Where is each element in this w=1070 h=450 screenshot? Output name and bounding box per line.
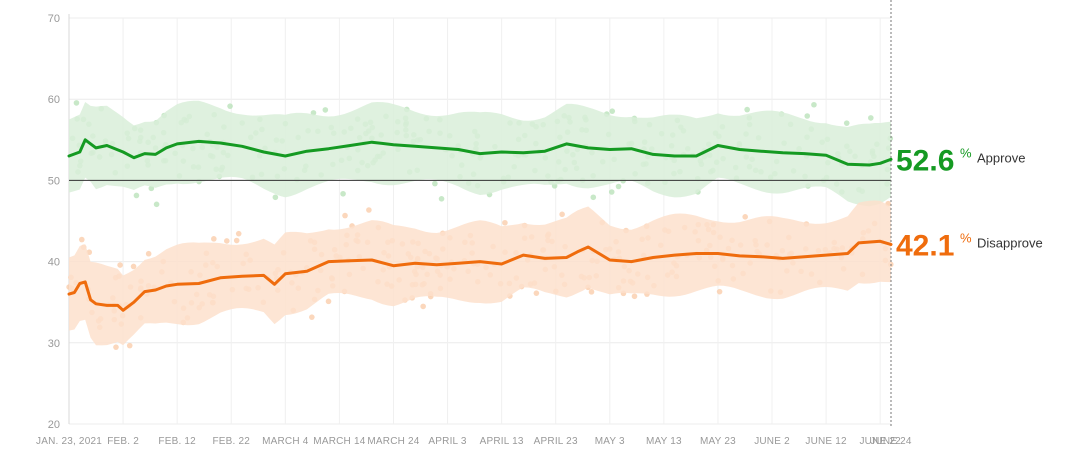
poll-dot <box>211 236 217 242</box>
approve-series-name: Approve <box>977 150 1025 165</box>
poll-dot <box>130 263 137 270</box>
poll-dot <box>117 262 123 268</box>
x-tick-label: MARCH 4 <box>262 436 309 447</box>
y-tick-label: 40 <box>48 257 60 269</box>
disapprove-series-name: Disapprove <box>977 236 1043 251</box>
uncertainty-bands <box>69 100 891 346</box>
approve-percent-sign: % <box>960 145 972 160</box>
poll-dot <box>340 190 346 197</box>
poll-dot <box>559 211 565 218</box>
poll-dot <box>438 196 445 202</box>
poll-dot <box>145 250 152 257</box>
y-tick-label: 50 <box>48 175 60 187</box>
poll-dot <box>78 236 85 243</box>
disapprove-trend-line <box>67 239 893 312</box>
poll-dot <box>272 194 279 201</box>
disapprove-band <box>69 200 891 346</box>
x-tick-label: MARCH 14 <box>313 436 365 447</box>
poll-dot <box>716 288 723 295</box>
poll-dot <box>843 120 850 126</box>
x-tick-label: MAY 13 <box>646 436 682 447</box>
poll-dot <box>590 194 597 201</box>
poll-dot <box>223 238 230 244</box>
poll-dot <box>233 237 240 244</box>
series-labels: 52.6% Approve 42.1% Disapprove <box>896 144 1043 262</box>
disapprove-percent-sign: % <box>960 231 972 246</box>
x-tick-label: JUNE 22 <box>859 436 901 447</box>
poll-dot <box>309 314 315 320</box>
poll-dot <box>342 212 348 219</box>
poll-dot <box>631 293 638 300</box>
poll-dot <box>533 290 540 296</box>
x-tick-label: JUNE 2 <box>754 436 790 447</box>
x-tick-label: JAN. 23, 2021 <box>36 436 102 447</box>
poll-dot <box>742 214 748 220</box>
poll-dot <box>588 289 595 295</box>
x-tick-label: APRIL 13 <box>480 436 524 447</box>
y-tick-label: 30 <box>48 338 60 350</box>
poll-dot <box>126 342 133 349</box>
approve-value-label: 52.6 <box>896 144 954 177</box>
x-tick-label: MAY 23 <box>700 436 736 447</box>
poll-dot <box>811 101 817 108</box>
y-tick-label: 70 <box>48 13 60 25</box>
poll-dot <box>325 298 332 305</box>
poll-dot <box>153 201 160 208</box>
y-tick-label: 20 <box>48 419 60 431</box>
poll-dot <box>113 344 119 350</box>
x-tick-label: MARCH 24 <box>367 436 419 447</box>
poll-dot <box>366 207 372 213</box>
poll-dot <box>432 180 438 187</box>
x-tick-label: FEB. 22 <box>212 436 250 447</box>
x-tick-label: FEB. 12 <box>158 436 196 447</box>
x-tick-label: JUNE 24 <box>870 436 912 447</box>
poll-dot <box>609 108 616 114</box>
poll-dot <box>615 183 622 190</box>
poll-dot <box>73 100 80 106</box>
poll-dot <box>420 303 426 310</box>
y-tick-label: 60 <box>48 94 60 106</box>
trend-lines <box>67 138 893 312</box>
disapprove-value-label: 42.1 <box>896 230 954 263</box>
x-tick-label: APRIL 23 <box>534 436 578 447</box>
x-tick-label: JUNE 12 <box>805 436 847 447</box>
poll-dot <box>133 192 140 199</box>
poll-dot <box>227 103 233 109</box>
approve-trend-line <box>67 138 893 167</box>
poll-dot <box>322 107 329 113</box>
poll-dot <box>804 113 811 119</box>
poll-dot <box>235 230 242 237</box>
poll-dot <box>502 219 508 226</box>
axis-labels: 20 30 40 50 60 70 JAN. 23, 2021 FEB. 2 FEB. 12 FE… <box>36 13 912 447</box>
poll-dot <box>868 115 874 121</box>
poll-dot <box>608 189 615 195</box>
x-tick-label: MAY 3 <box>595 436 625 447</box>
x-tick-label: FEB. 2 <box>107 436 139 447</box>
poll-dot <box>744 106 750 113</box>
reference-line-layer <box>69 0 892 428</box>
x-tick-label: APRIL 3 <box>428 436 467 447</box>
